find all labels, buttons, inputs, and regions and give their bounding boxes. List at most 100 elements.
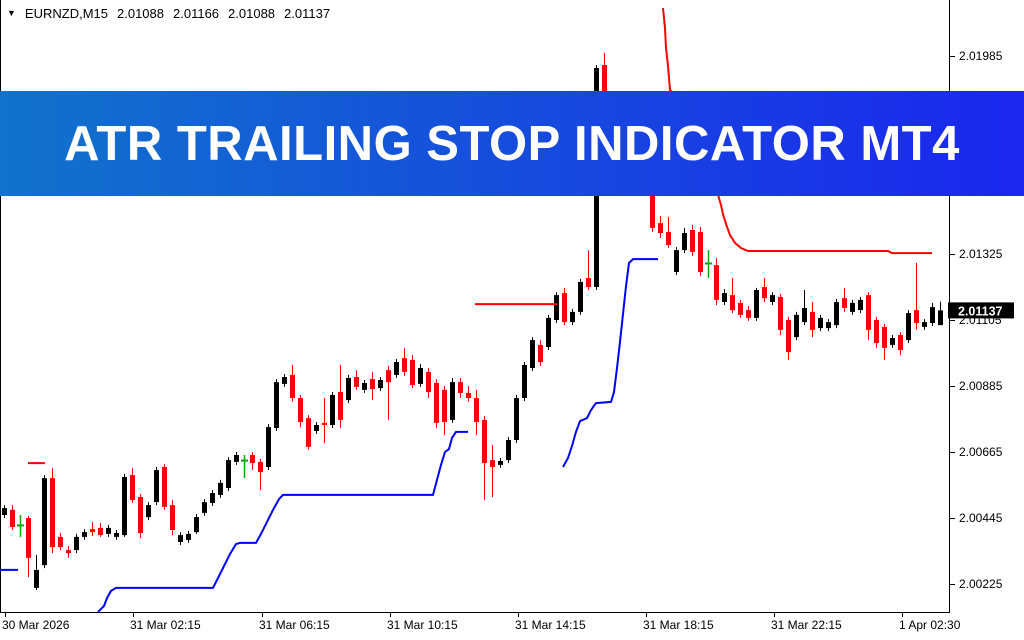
bear-candle — [586, 278, 591, 287]
bear-candle — [882, 326, 887, 348]
bull-candle — [754, 290, 759, 318]
bull-candle — [890, 338, 895, 345]
bear-candle — [538, 344, 543, 362]
bear-candle — [26, 518, 31, 558]
bear-candle — [354, 377, 359, 387]
bull-candle — [178, 535, 183, 542]
bear-candle — [250, 455, 255, 464]
bull-candle — [274, 382, 279, 428]
bull-candle — [514, 398, 519, 440]
bear-candle — [50, 478, 55, 548]
bull-candle — [834, 302, 839, 326]
bull-candle — [42, 478, 47, 566]
bull-candle — [818, 317, 823, 329]
time-axis-label: 31 Mar 14:15 — [515, 618, 586, 632]
bull-candle — [682, 233, 687, 251]
bull-candle — [2, 508, 7, 515]
bull-candle — [34, 569, 39, 588]
bear-candle — [842, 298, 847, 308]
bear-candle — [810, 311, 815, 330]
bear-candle — [658, 223, 663, 233]
bear-candle — [666, 232, 671, 245]
bull-candle — [674, 250, 679, 272]
price-axis-label: 2.00665 — [959, 445, 1003, 459]
current-price-badge-label: 2.01137 — [958, 304, 1003, 318]
bull-candle — [578, 281, 583, 312]
time-axis-label: 31 Mar 10:15 — [387, 618, 458, 632]
bear-candle — [66, 550, 71, 554]
time-axis-label: 1 Apr 02:30 — [899, 618, 961, 632]
symbol-dropdown-icon[interactable]: ▼ — [7, 8, 16, 18]
bull-candle — [186, 533, 191, 540]
bear-candle — [322, 422, 327, 425]
price-axis-label: 2.00885 — [959, 379, 1003, 393]
bull-candle — [266, 427, 271, 467]
bear-candle — [90, 529, 95, 533]
bull-candle — [114, 533, 119, 537]
bear-candle — [698, 232, 703, 272]
bull-candle — [938, 310, 943, 326]
quote-high: 2.01166 — [173, 6, 220, 21]
time-axis-label: 31 Mar 22:15 — [771, 618, 842, 632]
bear-candle — [690, 230, 695, 252]
bear-candle — [138, 497, 143, 533]
time-axis-label: 30 Mar 2026 — [2, 618, 70, 632]
bull-candle — [154, 470, 159, 503]
bear-candle — [370, 379, 375, 389]
bull-candle — [418, 368, 423, 384]
quote-bar: ▼ EURNZD,M15 2.01088 2.01166 2.01088 2.0… — [7, 6, 330, 21]
symbol-label: EURNZD,M15 — [24, 6, 108, 21]
price-axis-label: 2.01985 — [959, 49, 1003, 63]
bull-candle — [330, 395, 335, 425]
bull-candle — [314, 425, 319, 431]
bull-candle — [546, 317, 551, 347]
bull-candle — [106, 527, 111, 534]
bear-candle — [474, 398, 479, 422]
bear-candle — [746, 310, 751, 318]
bear-candle — [490, 460, 495, 467]
bull-candle — [234, 455, 239, 462]
bull-candle — [146, 505, 151, 518]
bull-candle — [922, 322, 927, 327]
bear-candle — [306, 418, 311, 447]
bull-candle — [210, 493, 215, 503]
time-axis-label: 31 Mar 02:15 — [130, 618, 201, 632]
bear-candle — [482, 419, 487, 464]
bear-candle — [58, 536, 63, 548]
bull-candle — [74, 536, 79, 551]
bull-candle — [218, 482, 223, 495]
bear-candle — [162, 467, 167, 507]
bull-candle — [570, 311, 575, 323]
bull-candle — [498, 461, 503, 465]
bear-candle — [778, 296, 783, 330]
price-axis-label: 2.01325 — [959, 247, 1003, 261]
bull-candle — [450, 382, 455, 420]
bull-candle — [506, 440, 511, 461]
bull-candle — [122, 476, 127, 536]
bear-candle — [914, 310, 919, 323]
bear-candle — [458, 382, 463, 393]
bear-candle — [738, 302, 743, 315]
atr-stop-line-buy — [562, 258, 658, 468]
bear-candle — [290, 374, 295, 398]
bear-candle — [762, 287, 767, 299]
bear-candle — [258, 461, 263, 473]
bull-candle — [522, 365, 527, 398]
quote-low: 2.01088 — [228, 6, 276, 21]
bear-candle — [402, 358, 407, 372]
bear-candle — [170, 505, 175, 530]
bear-candle — [650, 175, 655, 228]
current-price-badge — [948, 302, 1014, 319]
bear-candle — [562, 293, 567, 323]
bear-candle — [98, 527, 103, 536]
bull-candle — [770, 295, 775, 302]
bull-candle — [378, 380, 383, 389]
bull-candle — [82, 532, 87, 537]
bear-candle — [386, 370, 391, 383]
bear-candle — [338, 392, 343, 420]
bull-candle — [530, 340, 535, 368]
time-axis-label: 31 Mar 06:15 — [259, 618, 330, 632]
price-axis-label: 2.00445 — [959, 511, 1003, 525]
